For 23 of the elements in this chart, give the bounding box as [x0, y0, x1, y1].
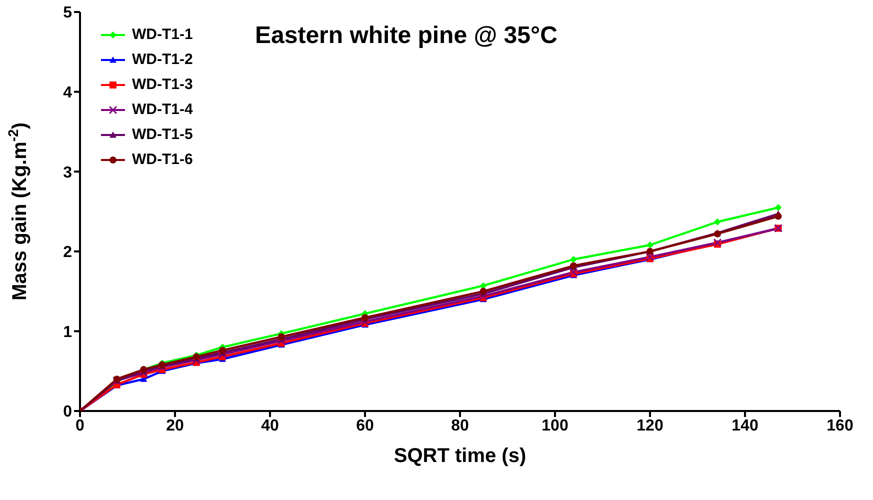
y-tick-label: 0	[63, 404, 72, 421]
y-tick-label: 3	[63, 164, 72, 182]
x-tick-label: 120	[636, 417, 664, 434]
x-tick-label: 40	[261, 417, 279, 434]
x-tick-label: 80	[451, 417, 469, 434]
legend-label: WD-T1-5	[132, 126, 193, 143]
x-axis-title: SQRT time (s)	[394, 445, 526, 467]
y-tick-label: 4	[63, 84, 72, 102]
x-tick-label: 100	[542, 417, 568, 434]
x-tick-label: 140	[732, 417, 758, 434]
x-tick-label: 60	[356, 417, 374, 434]
chart-title: Eastern white pine @ 35°C	[255, 22, 558, 50]
legend-label: WD-T1-2	[132, 51, 193, 68]
y-tick-label: 1	[63, 324, 72, 341]
x-tick-label: 160	[826, 417, 854, 434]
legend-label: WD-T1-6	[132, 151, 193, 168]
y-tick-label: 2	[63, 244, 72, 262]
y-tick-label: 5	[63, 4, 72, 22]
x-tick-label: 20	[166, 417, 184, 434]
legend-label: WD-T1-4	[132, 101, 193, 118]
x-tick-label: 0	[76, 417, 85, 434]
legend-label: WD-T1-3	[132, 76, 193, 93]
legend-label: WD-T1-1	[132, 26, 193, 43]
